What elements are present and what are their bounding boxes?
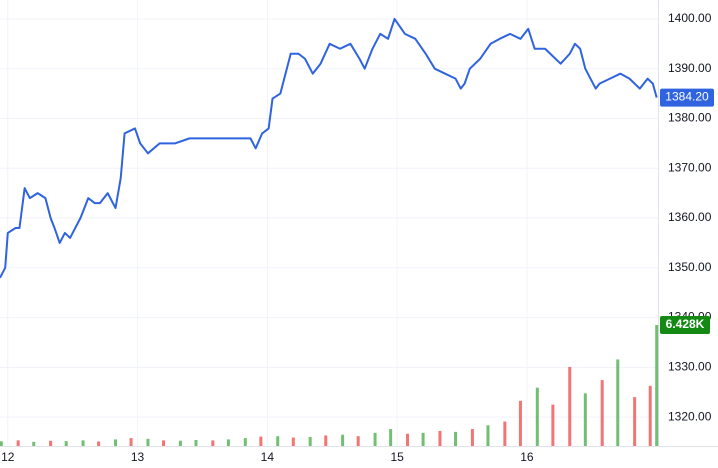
- volume-tag-label: 6.428K: [666, 317, 705, 331]
- volume-bar: [535, 387, 539, 446]
- volume-bar: [341, 434, 345, 446]
- volume-bar: [276, 436, 280, 446]
- volume-bar: [32, 441, 36, 446]
- volume-bar: [146, 438, 150, 446]
- y-tick-label: 1350.00: [668, 260, 712, 274]
- y-tick-label: 1400.00: [668, 11, 712, 25]
- volume-bar: [178, 440, 182, 446]
- x-tick-label: 13: [131, 450, 145, 464]
- x-tick-label: 12: [1, 450, 15, 464]
- price-tag: [660, 88, 714, 107]
- volume-bar: [16, 440, 20, 446]
- volume-bar: [438, 430, 442, 446]
- y-tick-label: 1370.00: [668, 160, 712, 174]
- volume-bar: [655, 325, 659, 446]
- x-tick-label: 15: [390, 450, 404, 464]
- volume-bar: [648, 385, 652, 446]
- y-tick-label: 1390.00: [668, 61, 712, 75]
- volume-bar: [291, 437, 295, 446]
- volume-bar: [114, 439, 118, 446]
- volume-bar: [0, 441, 3, 446]
- volume-tag: [660, 316, 710, 335]
- price-line: [0, 17, 658, 279]
- volume-bar: [616, 359, 620, 446]
- volume-bar: [421, 432, 425, 446]
- volume-bar: [406, 433, 410, 446]
- y-tick-label: 1320.00: [668, 409, 712, 423]
- volume-bar: [194, 439, 198, 446]
- x-tick-label: 16: [520, 450, 534, 464]
- volume-bar: [486, 425, 490, 446]
- volume-bar: [454, 431, 458, 446]
- volume-bar: [373, 432, 377, 446]
- y-tick-label: 1360.00: [668, 210, 712, 224]
- volume-bar: [243, 438, 247, 446]
- volume-bar: [600, 380, 604, 446]
- volume-bar: [356, 436, 360, 446]
- volume-bar: [259, 436, 263, 446]
- volume-bar: [226, 439, 230, 446]
- y-tick-label: 1380.00: [668, 111, 712, 125]
- volume-bar: [633, 397, 637, 446]
- volume-bar: [162, 440, 166, 446]
- volume-bar: [97, 441, 101, 446]
- volume-bar: [49, 440, 53, 446]
- volume-bar: [129, 438, 133, 446]
- volume-bar: [308, 436, 312, 446]
- volume-bar: [568, 366, 572, 446]
- y-tick-label: 1330.00: [668, 360, 712, 374]
- volume-bar: [583, 393, 587, 446]
- volume-bar: [518, 400, 522, 446]
- volume-bar: [389, 429, 393, 446]
- volume-bar: [64, 441, 68, 446]
- volume-bar: [470, 429, 474, 446]
- price-tag-label: 1384.20: [665, 90, 709, 104]
- volume-bar: [211, 440, 215, 446]
- volume-bar: [551, 404, 555, 446]
- volume-bar: [81, 440, 85, 446]
- x-tick-label: 14: [261, 450, 275, 464]
- volume-bar: [503, 421, 507, 446]
- volume-bar: [324, 435, 328, 446]
